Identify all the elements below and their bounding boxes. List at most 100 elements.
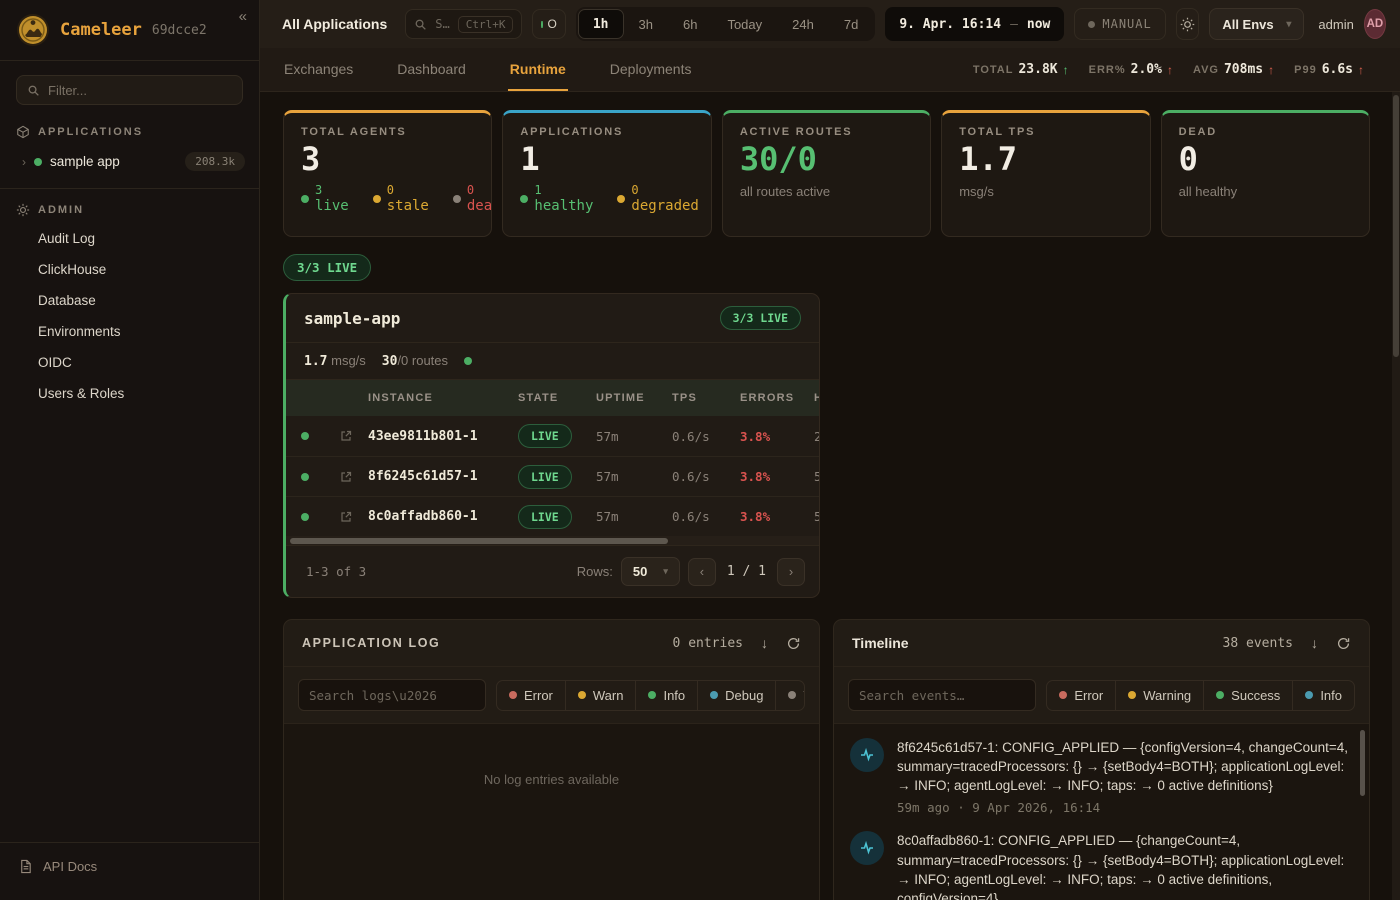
card-active-routes: ACTIVE ROUTES 30/0 all routes active xyxy=(721,110,932,237)
arrow-up-icon: ↑ xyxy=(1268,62,1275,77)
log-empty-state: No log entries available xyxy=(284,724,819,900)
global-search[interactable]: S… Ctrl+K xyxy=(405,9,523,39)
substat-dead: 0dead xyxy=(452,183,491,214)
sidebar-collapse-icon[interactable]: « xyxy=(238,8,247,25)
rows-per-page-label: Rows: xyxy=(576,564,613,579)
table-row[interactable]: 8c0affadb860-1 LIVE 57m 0.6/s 3.8% 5 xyxy=(286,496,819,536)
sidebar-api-docs[interactable]: API Docs xyxy=(0,842,259,900)
document-icon xyxy=(18,859,33,874)
timeline-event[interactable]: 8f6245c61d57-1: CONFIG_APPLIED — {config… xyxy=(850,738,1349,815)
scroll-to-bottom-button[interactable]: ↓ xyxy=(1311,635,1318,651)
filter-warn[interactable]: Warn xyxy=(564,680,636,710)
sidebar-item-oidc[interactable]: OIDC xyxy=(38,355,72,370)
tab-runtime[interactable]: Runtime xyxy=(507,48,568,91)
filter-error[interactable]: Error xyxy=(1047,681,1115,710)
refresh-icon[interactable] xyxy=(1336,636,1351,651)
range-3h[interactable]: 3h xyxy=(638,16,653,32)
substat-live: 3 live xyxy=(301,183,349,214)
warning-dot-icon xyxy=(1128,691,1137,699)
filter-error[interactable]: Error xyxy=(497,681,565,710)
filter-info[interactable]: Info xyxy=(635,680,697,710)
sidebar-header: Cameleer 69dcce2 « xyxy=(0,0,259,61)
status-dot-live xyxy=(301,472,309,481)
log-level-filters: Error Warn Info Debug Trace xyxy=(496,679,805,711)
search-shortcut-kbd: Ctrl+K xyxy=(457,15,514,33)
page-scrollbar[interactable] xyxy=(1392,92,1400,900)
api-docs-label: API Docs xyxy=(43,859,98,874)
range-6h[interactable]: 6h xyxy=(682,16,698,32)
filter-trace[interactable]: Trace xyxy=(775,680,804,710)
status-dot-live xyxy=(301,512,309,521)
admin-section-header: ADMIN xyxy=(0,193,259,223)
card-total-agents: TOTAL AGENTS 3 3 live 0 stale xyxy=(283,110,493,237)
sidebar: Cameleer 69dcce2 « APPLICATIONS xyxy=(0,0,260,900)
range-today[interactable]: Today xyxy=(727,16,763,32)
timeline-search-input[interactable] xyxy=(848,679,1036,711)
timeline-scrollbar-thumb[interactable] xyxy=(1360,730,1365,796)
table-header-row: INSTANCE STATE UPTIME TPS ERRORS H xyxy=(286,380,819,416)
stat-cards: TOTAL AGENTS 3 3 live 0 stale xyxy=(283,110,1371,237)
search-icon xyxy=(27,84,40,97)
kpi-avg: AVG 708ms ↑ xyxy=(1192,62,1275,77)
table-row[interactable]: 8f6245c61d57-1 LIVE 57m 0.6/s 3.8% 5 xyxy=(286,456,819,496)
username-label: admin xyxy=(1318,16,1354,32)
manual-refresh-button[interactable]: MANUAL xyxy=(1074,8,1166,40)
next-page-button[interactable]: › xyxy=(777,557,805,586)
range-7d[interactable]: 7d xyxy=(843,16,859,32)
application-log-title: APPLICATION LOG xyxy=(302,636,441,650)
range-24h[interactable]: 24h xyxy=(792,16,814,32)
card-dead: DEAD 0 all healthy xyxy=(1160,110,1371,237)
substat-stale: 0 stale xyxy=(372,183,429,214)
topbar: All Applications S… Ctrl+K O 1h 3h 6h To… xyxy=(260,0,1400,48)
range-1h[interactable]: 1h xyxy=(577,9,624,39)
arrow-up-icon: ↑ xyxy=(1358,62,1364,77)
chevron-right-icon[interactable]: › xyxy=(22,154,26,169)
tab-deployments[interactable]: Deployments xyxy=(609,61,692,77)
horizontal-scrollbar-thumb[interactable] xyxy=(290,537,669,544)
refresh-icon[interactable] xyxy=(786,636,801,651)
sidebar-item-environments[interactable]: Environments xyxy=(38,324,121,339)
build-hash: 69dcce2 xyxy=(151,22,207,38)
filter-success[interactable]: Success xyxy=(1203,680,1292,710)
bottom-panels: APPLICATION LOG 0 entries ↓ Error xyxy=(283,619,1370,900)
sidebar-item-sample-app[interactable]: › sample app 208.3k xyxy=(0,145,259,178)
theme-toggle-button[interactable] xyxy=(1175,8,1200,40)
horizontal-scrollbar[interactable] xyxy=(286,536,819,545)
filter-info[interactable]: Info xyxy=(1292,680,1354,710)
manual-label: MANUAL xyxy=(1102,17,1152,31)
status-dot-degraded xyxy=(617,194,626,203)
tab-dashboard[interactable]: Dashboard xyxy=(397,61,466,77)
filter-debug[interactable]: Debug xyxy=(697,680,775,710)
table-row[interactable]: 43ee9811b801-1 LIVE 57m 0.6/s 3.8% 2 xyxy=(286,416,819,456)
sidebar-filter-input[interactable] xyxy=(48,82,232,98)
app-logo-text: Cameleer xyxy=(60,20,142,40)
live-status-badge: 3/3 LIVE xyxy=(719,306,801,330)
page-scrollbar-thumb[interactable] xyxy=(1393,95,1399,357)
external-link-icon[interactable] xyxy=(324,510,368,524)
timeline-event[interactable]: 8c0affadb860-1: CONFIG_APPLIED — {change… xyxy=(850,831,1349,900)
status-dot-live xyxy=(301,194,309,203)
environment-select[interactable]: All Envs ▾ xyxy=(1209,8,1305,40)
log-search-input[interactable] xyxy=(298,679,486,711)
timeline-title: Timeline xyxy=(852,635,909,651)
timeline-filters: Error Warning Success Info xyxy=(1046,679,1355,711)
kpi-strip: TOTAL 23.8K ↑ ERR% 2.0% ↑ AVG 708ms ↑ P9… xyxy=(973,48,1364,91)
external-link-icon[interactable] xyxy=(324,470,368,484)
timeline-events-count: 38 events xyxy=(1222,635,1293,651)
filter-warning[interactable]: Warning xyxy=(1115,680,1203,710)
date-range-display[interactable]: 9. Apr. 16:14 — now xyxy=(885,7,1065,41)
sidebar-item-audit-log[interactable]: Audit Log xyxy=(38,231,96,246)
online-status-button[interactable]: O xyxy=(532,9,566,39)
prev-page-button[interactable]: ‹ xyxy=(687,557,716,586)
scroll-to-bottom-button[interactable]: ↓ xyxy=(761,635,768,651)
sidebar-item-database[interactable]: Database xyxy=(38,293,96,308)
live-summary-badge: 3/3 LIVE xyxy=(283,254,372,281)
external-link-icon[interactable] xyxy=(324,429,368,443)
sidebar-item-users-roles[interactable]: Users & Roles xyxy=(38,386,125,401)
table-footer: 1-3 of 3 Rows: 50 ▾ ‹ 1 / 1 › xyxy=(286,545,819,597)
tab-exchanges[interactable]: Exchanges xyxy=(284,61,354,77)
avatar[interactable]: AD xyxy=(1363,9,1386,39)
application-log-header: APPLICATION LOG 0 entries ↓ xyxy=(284,620,819,667)
rows-per-page-select[interactable]: 50 ▾ xyxy=(620,557,680,586)
sidebar-item-clickhouse[interactable]: ClickHouse xyxy=(38,262,107,277)
